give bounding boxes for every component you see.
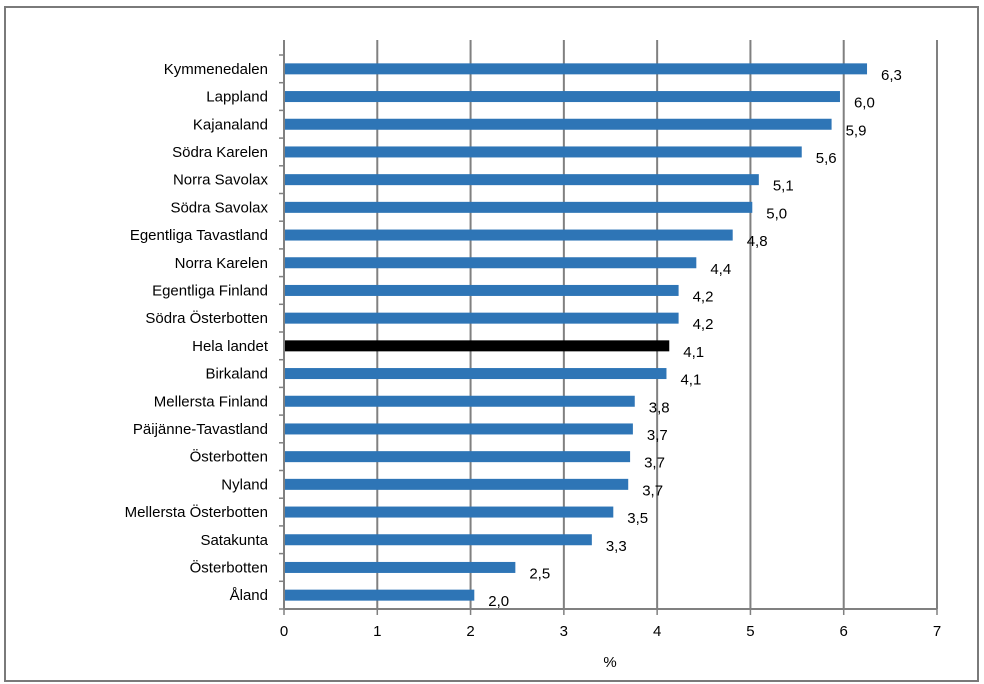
category-label-8: Norra Karelen xyxy=(175,255,268,272)
category-label-14: Päijänne-Tavastland xyxy=(133,421,268,438)
data-label-5: 5,1 xyxy=(773,178,794,195)
bar-5 xyxy=(284,174,759,186)
bar-18 xyxy=(284,534,592,546)
bar-12 xyxy=(284,368,667,380)
x-tick-label-7: 7 xyxy=(933,623,941,640)
data-label-3: 5,9 xyxy=(846,122,867,139)
bar-20 xyxy=(284,589,475,601)
data-label-12: 4,1 xyxy=(680,372,701,389)
category-label-16: Nyland xyxy=(221,476,268,493)
data-labels: 6,3 6,0 5,9 5,6 5,1 5,0 4,8 4,4 4,2 4,2 4,1 4,1 3,8 3… xyxy=(488,67,902,610)
x-tick-labels: 0 1 2 3 4 5 6 7 xyxy=(280,623,941,640)
data-label-19: 2,5 xyxy=(529,565,550,582)
data-label-17: 3,5 xyxy=(627,510,648,527)
data-label-2: 6,0 xyxy=(854,95,875,112)
data-label-16: 3,7 xyxy=(642,482,663,499)
x-axis-label: % xyxy=(603,654,616,671)
x-tick-label-6: 6 xyxy=(840,623,848,640)
data-label-20: 2,0 xyxy=(488,593,509,610)
data-label-8: 4,4 xyxy=(710,261,731,278)
category-label-18: Satakunta xyxy=(200,532,268,549)
category-label-7: Egentliga Tavastland xyxy=(130,227,268,244)
data-label-18: 3,3 xyxy=(606,538,627,555)
category-label-15: Österbotten xyxy=(190,448,268,466)
data-label-1: 6,3 xyxy=(881,67,902,84)
category-label-11: Hela landet xyxy=(192,338,269,355)
category-label-1: Kymmenedalen xyxy=(164,61,268,78)
bar-15 xyxy=(284,451,631,463)
x-tick-label-1: 1 xyxy=(373,623,381,640)
category-label-20: Åland xyxy=(230,587,268,604)
category-label-3: Kajanaland xyxy=(193,116,268,133)
category-label-9: Egentliga Finland xyxy=(152,282,268,299)
bar-9 xyxy=(284,284,679,296)
category-label-2: Lappland xyxy=(206,89,268,106)
data-label-10: 4,2 xyxy=(693,316,714,333)
bar-13 xyxy=(284,395,635,407)
bar-8 xyxy=(284,257,697,269)
x-tick-label-2: 2 xyxy=(466,623,474,640)
bar-11 xyxy=(284,340,670,352)
category-label-4: Södra Karelen xyxy=(172,144,268,161)
category-label-19: Österbotten xyxy=(190,558,268,576)
bar-7 xyxy=(284,229,733,241)
data-label-4: 5,6 xyxy=(816,150,837,167)
category-label-13: Mellersta Finland xyxy=(154,393,268,410)
data-label-7: 4,8 xyxy=(747,233,768,250)
data-label-11: 4,1 xyxy=(683,344,704,361)
category-label-12: Birkaland xyxy=(205,366,268,383)
data-label-13: 3,8 xyxy=(649,399,670,416)
data-label-6: 5,0 xyxy=(766,205,787,222)
bar-16 xyxy=(284,478,629,490)
bar-14 xyxy=(284,423,633,435)
x-tick-label-5: 5 xyxy=(746,623,754,640)
category-labels: Kymmenedalen Lappland Kajanaland Södra Kare… xyxy=(125,61,269,604)
bars xyxy=(284,63,868,601)
bar-4 xyxy=(284,146,802,158)
category-label-17: Mellersta Österbotten xyxy=(125,503,268,521)
data-label-15: 3,7 xyxy=(644,455,665,472)
category-label-5: Norra Savolax xyxy=(173,172,269,189)
bar-3 xyxy=(284,118,832,130)
bar-19 xyxy=(284,561,516,573)
bar-17 xyxy=(284,506,614,518)
x-tick-label-4: 4 xyxy=(653,623,661,640)
x-tick-label-3: 3 xyxy=(560,623,568,640)
x-tick-label-0: 0 xyxy=(280,623,288,640)
category-label-6: Södra Savolax xyxy=(170,199,268,216)
category-label-10: Södra Österbotten xyxy=(145,309,268,327)
bar-2 xyxy=(284,91,840,103)
bar-6 xyxy=(284,201,753,213)
bar-1 xyxy=(284,63,868,75)
data-label-14: 3,7 xyxy=(647,427,668,444)
data-label-9: 4,2 xyxy=(693,288,714,305)
axes xyxy=(279,40,938,615)
bar-10 xyxy=(284,312,679,324)
